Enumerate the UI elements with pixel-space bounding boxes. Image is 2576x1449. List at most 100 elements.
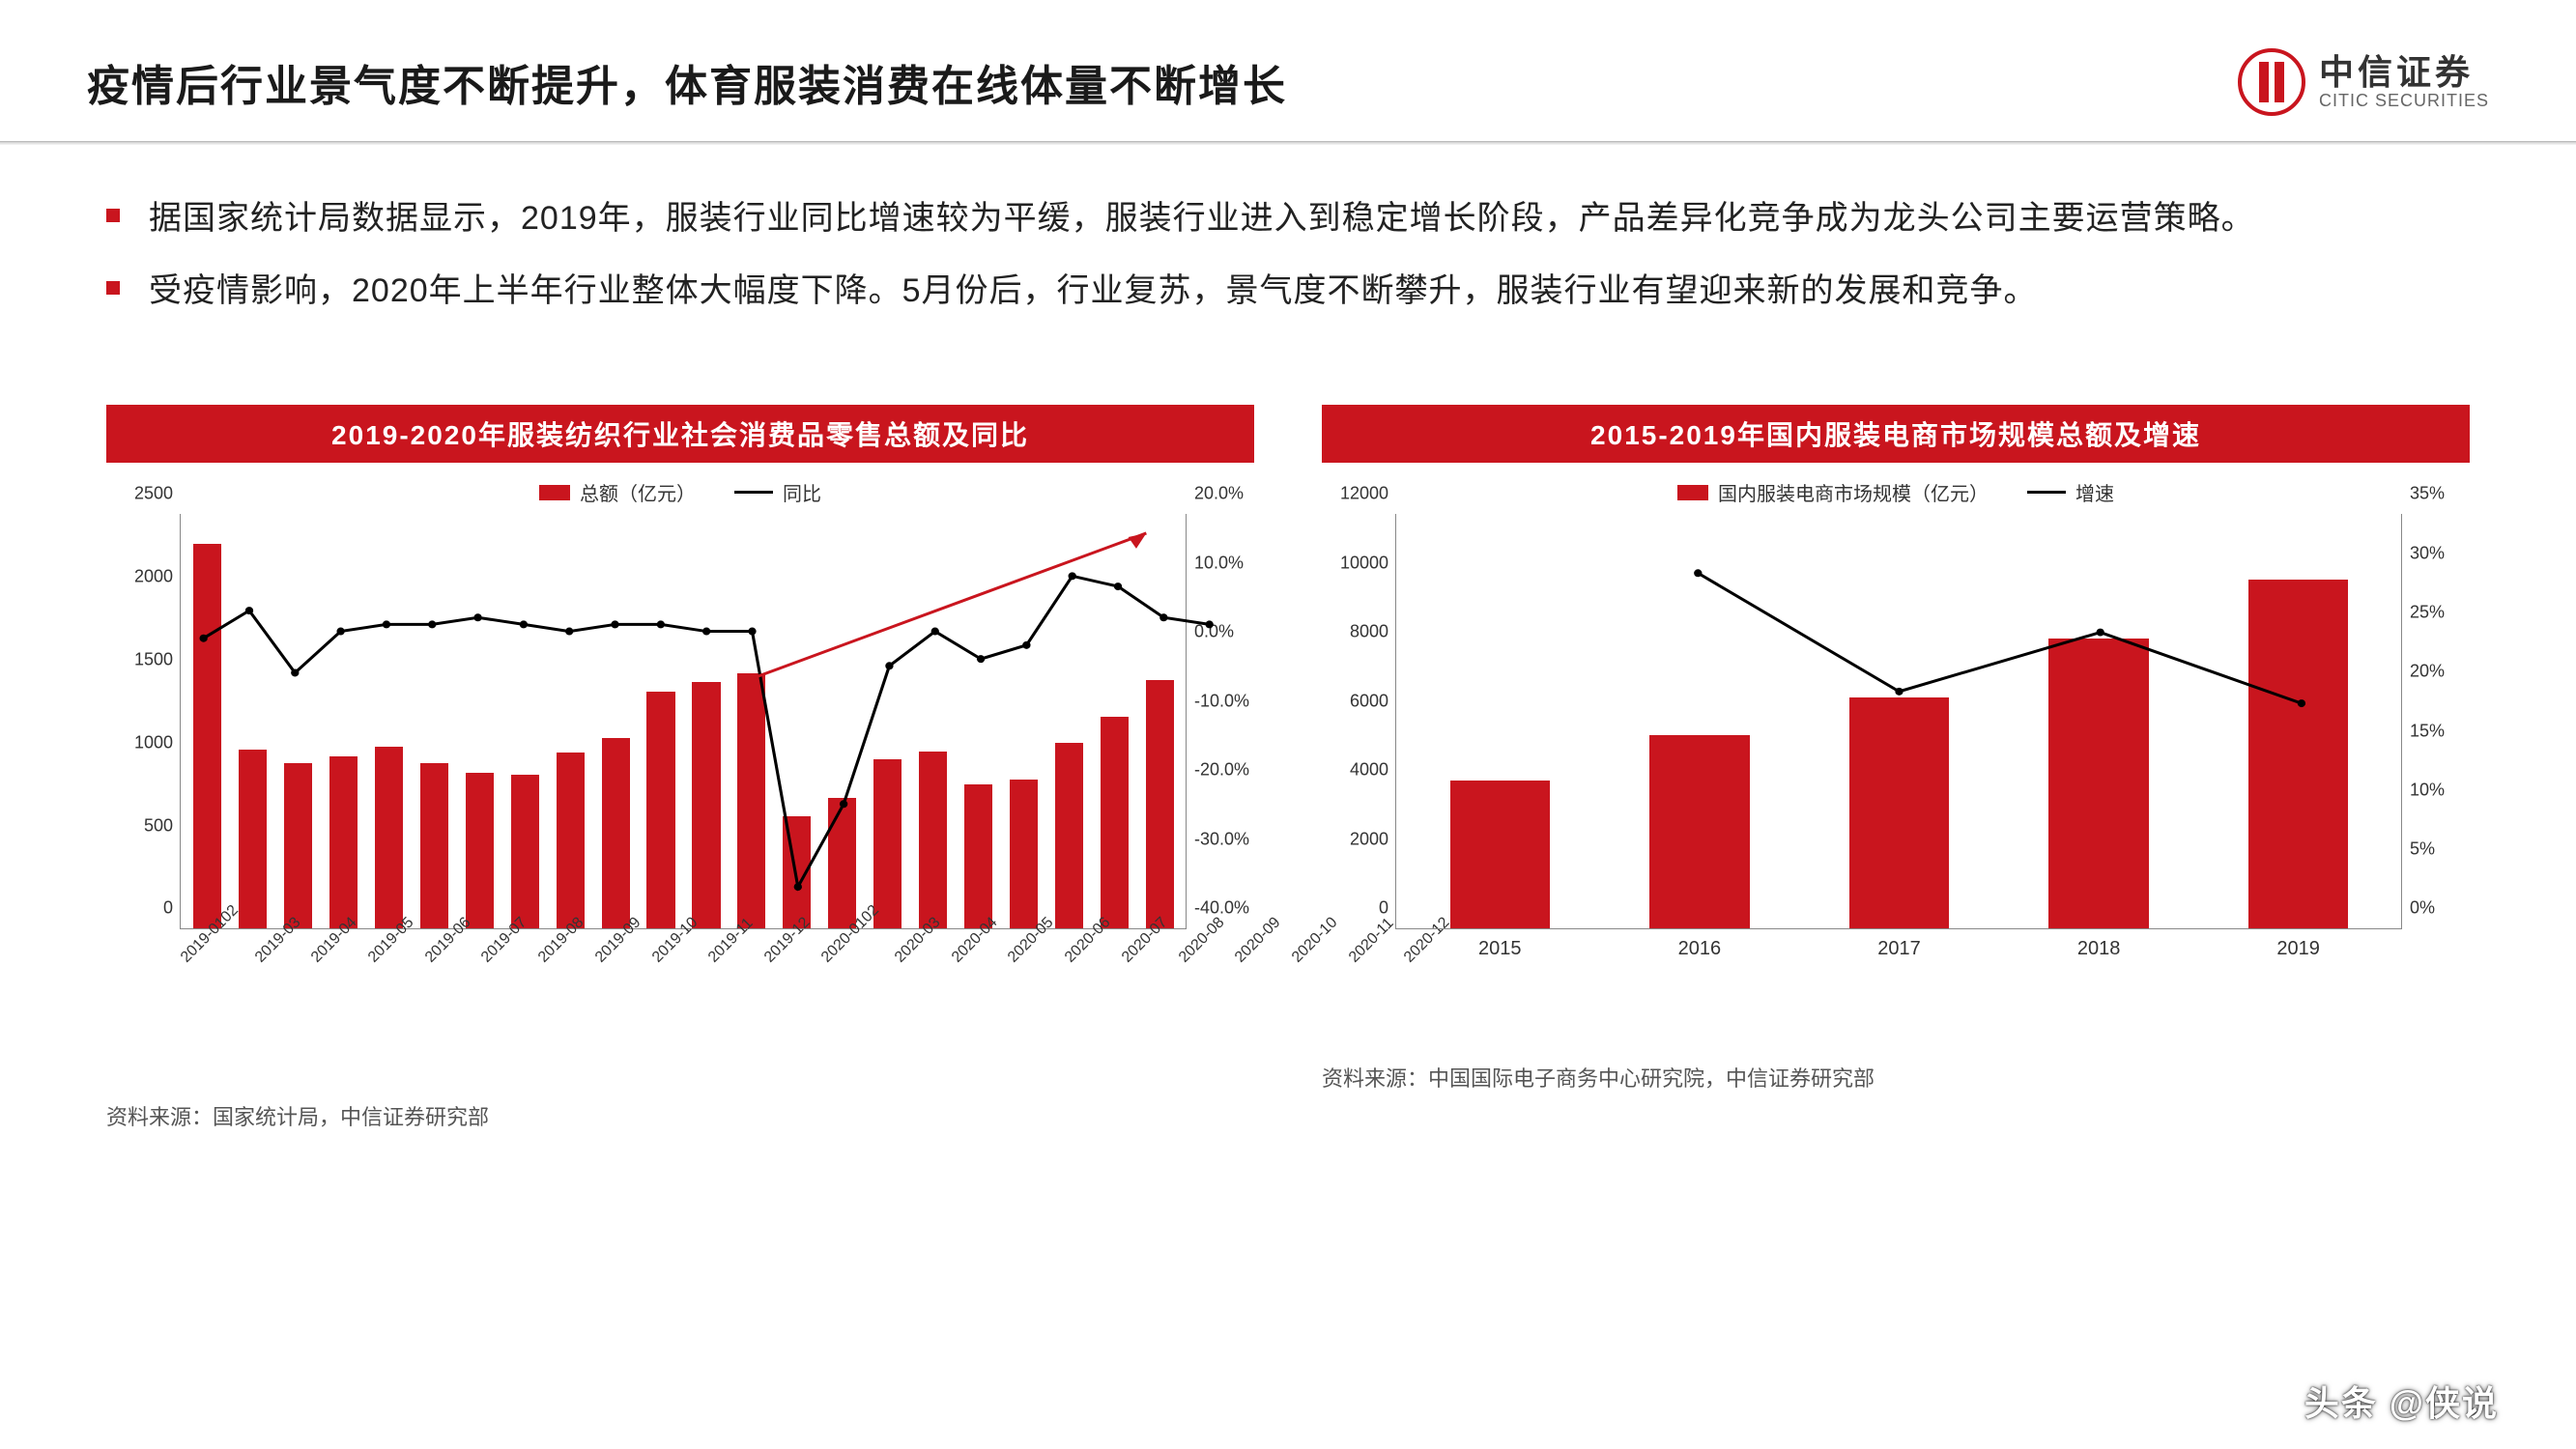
legend-line-label: 同比 (783, 478, 821, 506)
swatch-line-icon (2027, 491, 2066, 494)
line-marker (1694, 570, 1702, 578)
chart2-plot: 020004000600080001000012000 0%5%10%15%20… (1395, 514, 2402, 929)
y2-tick-label: 5% (2410, 839, 2479, 860)
watermark: 头条 @侠说 (2304, 1376, 2499, 1426)
chart2-y1-ticks: 020004000600080001000012000 (1332, 514, 1388, 928)
logo-en: CITIC SECURITIES (2319, 92, 2489, 111)
legend-bar-label: 总额（亿元） (580, 478, 696, 506)
y2-tick-label: 20% (2410, 662, 2479, 682)
line-marker (1205, 621, 1213, 629)
line-marker (520, 621, 528, 629)
trend-arrow (754, 533, 1146, 678)
y1-tick-label: 2500 (117, 484, 173, 504)
y1-tick-label: 0 (117, 898, 173, 919)
chart2-title: 2015-2019年国内服装电商市场规模总额及增速 (1322, 405, 2470, 463)
legend-line-label: 增速 (2075, 478, 2114, 506)
chart1-plot: 05001000150020002500 -40.0%-30.0%-20.0%-… (180, 514, 1187, 929)
x-tick-label: 2017 (1799, 928, 1999, 960)
legend-line: 增速 (2027, 478, 2114, 506)
y2-tick-label: 15% (2410, 721, 2479, 741)
trend-line (1698, 574, 2302, 704)
x-tick-label: 2019 (2198, 928, 2398, 960)
chart2-y2-ticks: 0%5%10%15%20%25%30%35% (2410, 514, 2479, 928)
y1-tick-label: 8000 (1332, 622, 1388, 642)
y2-tick-label: 35% (2410, 484, 2479, 504)
y1-tick-label: 500 (117, 815, 173, 836)
chart1-y2-ticks: -40.0%-30.0%-20.0%-10.0%0.0%10.0%20.0% (1194, 514, 1264, 928)
line-marker (199, 635, 207, 642)
slide-header: 疫情后行业景气度不断提升，体育服装消费在线体量不断增长 中信证券 CITIC S… (0, 0, 2576, 135)
line-marker (245, 607, 253, 614)
line-marker (2298, 699, 2305, 707)
bullet-text: 受疫情影响，2020年上半年行业整体大幅度下降。5月份后，行业复苏，景气度不断攀… (149, 266, 2038, 317)
line-marker (2097, 629, 2104, 637)
x-tick-label: 2016 (1600, 928, 1800, 960)
line-marker (840, 801, 847, 809)
y1-tick-label: 1500 (117, 649, 173, 669)
chart1-legend: 总额（亿元） 同比 (106, 478, 1254, 506)
trend-line (204, 577, 1210, 888)
legend-bar-label: 国内服装电商市场规模（亿元） (1718, 478, 1989, 506)
logo-text: 中信证券 CITIC SECURITIES (2319, 53, 2489, 110)
line-marker (291, 669, 299, 677)
line-marker (611, 621, 618, 629)
line-marker (702, 628, 710, 636)
bullet-marker-icon (106, 209, 120, 222)
company-logo: 中信证券 CITIC SECURITIES (2238, 48, 2489, 116)
bullet-text: 据国家统计局数据显示，2019年，服装行业同比增速较为平缓，服装行业进入到稳定增… (149, 193, 2255, 244)
page-title: 疫情后行业景气度不断提升，体育服装消费在线体量不断增长 (87, 51, 1287, 113)
y1-tick-label: 2000 (1332, 829, 1388, 849)
trend-arrow-head (1129, 533, 1147, 549)
line-marker (473, 614, 481, 622)
chart-right: 2015-2019年国内服装电商市场规模总额及增速 国内服装电商市场规模（亿元）… (1322, 405, 2470, 1131)
chart2-x-labels: 20152016201720182019 (1396, 928, 2402, 960)
chart1-y1-ticks: 05001000150020002500 (117, 514, 173, 928)
bullet-list: 据国家统计局数据显示，2019年，服装行业同比增速较为平缓，服装行业进入到稳定增… (0, 145, 2576, 347)
line-marker (1895, 688, 1903, 696)
line-marker (657, 621, 665, 629)
y2-tick-label: -20.0% (1194, 760, 1264, 781)
line-marker (977, 656, 985, 664)
line-marker (383, 621, 390, 629)
swatch-bar-icon (1677, 485, 1708, 500)
bullet-item: 受疫情影响，2020年上半年行业整体大幅度下降。5月份后，行业复苏，景气度不断攀… (106, 266, 2470, 317)
y1-tick-label: 12000 (1332, 484, 1388, 504)
chart2-area: 国内服装电商市场规模（亿元） 增速 0200040006000800010000… (1322, 463, 2470, 1004)
chart-left: 2019-2020年服装纺织行业社会消费品零售总额及同比 总额（亿元） 同比 0… (106, 405, 1254, 1131)
line-marker (336, 628, 344, 636)
bullet-marker-icon (106, 281, 120, 295)
y1-tick-label: 6000 (1332, 691, 1388, 711)
chart1-title: 2019-2020年服装纺织行业社会消费品零售总额及同比 (106, 405, 1254, 463)
line-marker (885, 663, 893, 670)
line-marker (1069, 573, 1076, 581)
line-marker (1022, 641, 1030, 649)
chart2-source: 资料来源：中国国际电子商务中心研究院，中信证券研究部 (1322, 1062, 2470, 1093)
y1-tick-label: 10000 (1332, 553, 1388, 573)
chart2-legend: 国内服装电商市场规模（亿元） 增速 (1322, 478, 2470, 506)
line-marker (1114, 582, 1122, 590)
legend-line: 同比 (734, 478, 821, 506)
y2-tick-label: 10% (2410, 780, 2479, 800)
y2-tick-label: 30% (2410, 543, 2479, 563)
line-marker (931, 628, 939, 636)
legend-bar: 国内服装电商市场规模（亿元） (1677, 478, 1989, 506)
x-tick-label: 2015 (1400, 928, 1600, 960)
bullet-item: 据国家统计局数据显示，2019年，服装行业同比增速较为平缓，服装行业进入到稳定增… (106, 193, 2470, 244)
chart1-x-labels: 2019-01022019-032019-042019-052019-06201… (181, 928, 1187, 946)
y2-tick-label: -40.0% (1194, 898, 1264, 919)
chart1-source: 资料来源：国家统计局，中信证券研究部 (106, 1100, 1254, 1131)
y2-tick-label: 0% (2410, 898, 2479, 919)
line-marker (794, 883, 802, 891)
y2-tick-label: -30.0% (1194, 829, 1264, 849)
x-tick-label: 2018 (1999, 928, 2199, 960)
y2-tick-label: 20.0% (1194, 484, 1264, 504)
swatch-bar-icon (539, 485, 570, 500)
y2-tick-label: 25% (2410, 602, 2479, 622)
charts-row: 2019-2020年服装纺织行业社会消费品零售总额及同比 总额（亿元） 同比 0… (0, 347, 2576, 1131)
y2-tick-label: -10.0% (1194, 691, 1264, 711)
y1-tick-label: 1000 (117, 732, 173, 753)
y1-tick-label: 0 (1332, 898, 1388, 919)
y1-tick-label: 2000 (117, 567, 173, 587)
citic-logo-icon (2238, 48, 2305, 116)
swatch-line-icon (734, 491, 773, 494)
